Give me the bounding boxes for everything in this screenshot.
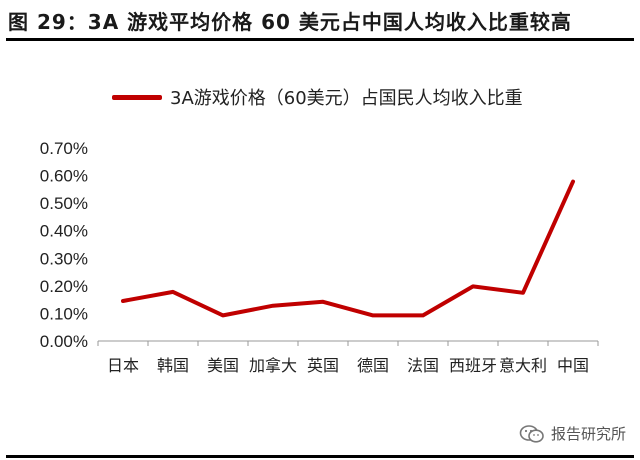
bottom-divider: [6, 455, 634, 458]
chart-legend: 3A游戏价格（60美元）占国民人均收入比重: [112, 84, 523, 110]
series-line: [121, 179, 575, 318]
x-tick-label: 西班牙: [449, 356, 497, 375]
y-tick-label: 0.50%: [40, 194, 88, 213]
y-tick-label: 0.70%: [40, 139, 88, 158]
x-tick-label: 德国: [357, 356, 389, 375]
title-divider: [6, 38, 634, 41]
page-title: 图 29：3A 游戏平均价格 60 美元占中国人均收入比重较高: [8, 10, 572, 34]
x-tick-label: 意大利: [499, 356, 547, 375]
x-tick-label: 韩国: [157, 356, 189, 375]
legend-line-swatch: [112, 94, 162, 100]
y-tick-label: 0.20%: [40, 277, 88, 296]
watermark-text: 报告研究所: [550, 425, 626, 443]
x-tick-label: 日本: [107, 356, 139, 375]
x-tick-label: 美国: [207, 356, 239, 375]
y-tick-label: 0.10%: [40, 304, 88, 323]
x-tick-label: 加拿大: [249, 356, 297, 375]
y-tick-label: 0.00%: [40, 332, 88, 351]
x-tick-label: 英国: [307, 356, 339, 375]
y-tick-label: 0.30%: [40, 249, 88, 268]
x-tick-label: 法国: [407, 356, 439, 375]
y-tick-label: 0.60%: [40, 167, 88, 186]
y-tick-label: 0.40%: [40, 222, 88, 241]
wechat-icon: [519, 424, 544, 443]
legend-label: 3A游戏价格（60美元）占国民人均收入比重: [170, 88, 523, 109]
x-tick-label: 中国: [557, 356, 589, 375]
watermark: 报告研究所: [519, 423, 626, 444]
